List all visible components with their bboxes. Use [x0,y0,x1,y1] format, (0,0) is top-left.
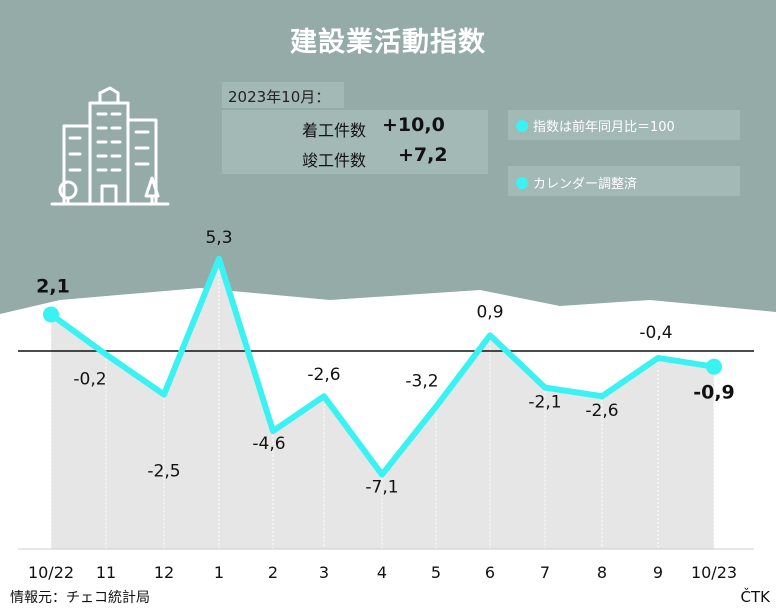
stat-value-starts: +10,0 [382,114,445,136]
data-label: -7,1 [365,478,398,498]
x-tick-label: 10/22 [28,563,74,582]
x-tick-label: 11 [96,563,116,582]
x-tick-label: 5 [431,563,441,582]
data-label: -4,6 [252,434,285,454]
x-tick-label: 4 [377,563,387,582]
data-label: -2,1 [528,393,561,413]
end-point-marker [706,358,722,375]
data-label: -3,2 [405,372,438,392]
data-label: -2,6 [585,401,618,421]
legend-box [508,166,740,196]
summary-period: 2023年10月： [228,88,331,106]
x-tick-label: 10/23 [691,563,737,582]
cyan-dot-icon [516,120,528,132]
data-label: -0,9 [693,382,735,404]
stat-label-starts: 着工件数 [302,121,367,140]
data-label: 2,1 [36,275,70,297]
data-label: -0,4 [639,323,672,343]
cyan-dot-icon [516,177,528,189]
chart-title: 建設業活動指数 [290,27,486,58]
x-tick-label: 3 [319,563,329,582]
x-tick-label: 2 [268,563,278,582]
end-point-marker [43,306,59,323]
data-label: -2,6 [307,365,340,385]
stat-value-completions: +7,2 [398,144,448,166]
data-label: 0,9 [476,302,503,322]
legend-label: カレンダー調整済 [533,177,638,192]
stat-label-completions: 竣工件数 [302,151,367,170]
legend-item-calendar: カレンダー調整済 [516,173,637,192]
legend-box [508,110,740,140]
data-label: -0,2 [73,369,106,389]
source-note: 情報元：チェコ統計局 [10,590,150,606]
x-tick-label: 1 [214,563,224,582]
data-label: -2,5 [147,462,180,482]
x-tick-label: 9 [653,563,663,582]
x-tick-label: 6 [485,563,495,582]
data-label: 5,3 [205,228,232,248]
legend-label: 指数は前年同月比＝100 [533,120,675,135]
x-tick-label: 8 [597,563,607,582]
legend-item-index: 指数は前年同月比＝100 [516,116,675,135]
agency-credit: ČTK [740,588,770,606]
summary-box [222,110,488,174]
x-tick-label: 12 [154,563,174,582]
area-fill [51,258,714,549]
summary-box [222,82,344,108]
x-tick-label: 7 [540,563,550,582]
series-line [49,255,715,478]
building-icon [50,86,170,206]
